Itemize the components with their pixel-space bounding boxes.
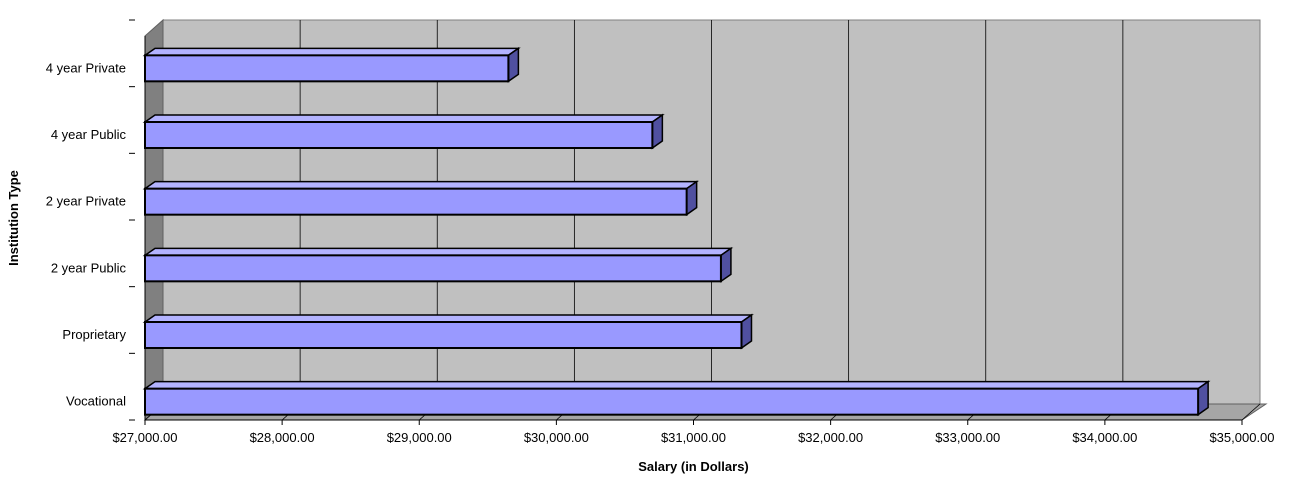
- bar-0: [142, 380, 1211, 417]
- bar-2: [142, 246, 734, 283]
- bar-1: [142, 313, 754, 350]
- bar-front-face: [144, 54, 510, 83]
- y-tick-label: 2 year Private: [46, 194, 126, 209]
- bar-front-face: [144, 321, 743, 349]
- bar-top-face: [142, 314, 754, 323]
- bar-front-face: [144, 387, 1200, 416]
- y-axis-title: Institution Type: [6, 170, 21, 266]
- bar-3: [142, 180, 700, 217]
- x-tick-label: $32,000.00: [798, 430, 863, 445]
- y-tick-label: 4 year Public: [51, 127, 127, 142]
- bar-top-face: [142, 114, 665, 123]
- y-tick-label: 4 year Private: [46, 60, 126, 75]
- y-tick-label: 2 year Public: [51, 260, 127, 275]
- bar-top-face: [142, 47, 521, 57]
- x-tick-label: $27,000.00: [112, 430, 177, 445]
- bars: [142, 46, 1211, 417]
- floor-gridline: [1241, 403, 1261, 421]
- bar-5: [142, 46, 521, 83]
- x-tick-label: $31,000.00: [661, 430, 726, 445]
- bar-top-face: [142, 180, 700, 190]
- x-tick-label: $33,000.00: [935, 430, 1000, 445]
- bar-front-face: [144, 187, 688, 216]
- x-axis-title: Salary (in Dollars): [638, 459, 749, 474]
- bar-front-face: [144, 254, 722, 283]
- y-tick-label: Vocational: [66, 394, 126, 409]
- x-tick-label: $34,000.00: [1072, 430, 1137, 445]
- x-tick-label: $35,000.00: [1209, 430, 1274, 445]
- x-tick-label: $29,000.00: [387, 430, 452, 445]
- y-axis-ticks: Vocational Proprietary 2 year Public 2 year…: [46, 19, 146, 421]
- bar-top-face: [142, 380, 1211, 390]
- bar-top-face: [142, 247, 734, 257]
- bar-4: [142, 113, 665, 150]
- x-tick-label: $28,000.00: [250, 430, 315, 445]
- bar-front-face: [144, 121, 654, 149]
- x-tick-label: $30,000.00: [524, 430, 589, 445]
- x-axis-ticks: $27,000.00 $28,000.00 $29,000.00 $30,000.00…: [112, 419, 1275, 445]
- y-tick-label: Proprietary: [62, 327, 126, 342]
